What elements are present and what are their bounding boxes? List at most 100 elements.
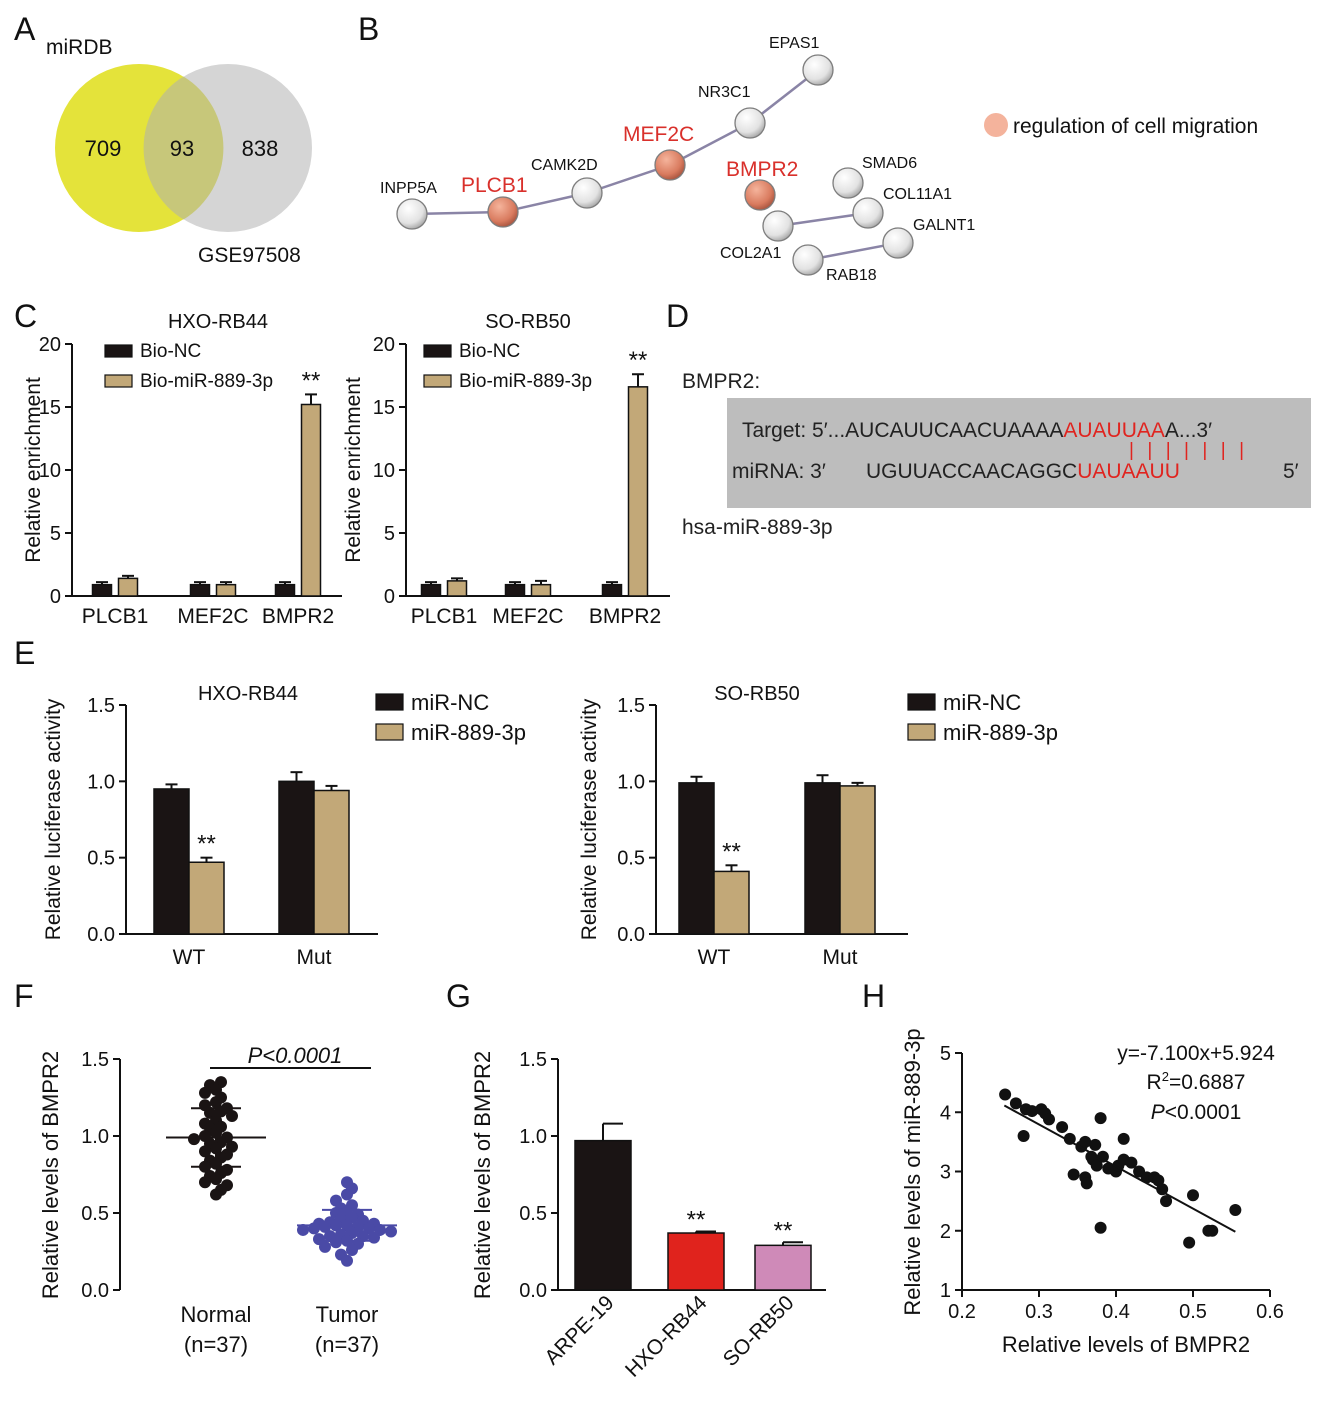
panel-letter-h: H xyxy=(862,978,885,1014)
x-tick-label: HXO-RB44 xyxy=(621,1291,712,1382)
x-tick-label: 0.4 xyxy=(1102,1301,1130,1323)
data-point xyxy=(1096,1150,1109,1163)
data-point xyxy=(308,1222,320,1235)
legend-swatch xyxy=(104,344,133,358)
data-point xyxy=(1125,1156,1138,1169)
node-label-bmpr2: BMPR2 xyxy=(726,158,798,181)
x-tick-label: MEF2C xyxy=(492,605,563,628)
significance-label: ** xyxy=(774,1217,793,1244)
data-point xyxy=(1056,1121,1069,1134)
node-nr3c1 xyxy=(734,107,766,139)
target-suffix: A...3′ xyxy=(1165,419,1212,442)
data-point xyxy=(199,1086,211,1099)
y-tick-label: 0.5 xyxy=(87,848,115,870)
x-tick-label: ARPE-19 xyxy=(540,1291,618,1369)
bar xyxy=(91,583,113,597)
data-point xyxy=(1067,1168,1080,1181)
node-inpp5a xyxy=(396,198,428,230)
bar xyxy=(153,788,190,935)
data-point xyxy=(341,1254,353,1267)
r-squared-prefix: R xyxy=(1147,1071,1162,1094)
data-point xyxy=(1026,1105,1039,1118)
significance-label: ** xyxy=(197,831,216,858)
r-squared-value: =0.6887 xyxy=(1169,1071,1246,1094)
target-site: AUAUUAA xyxy=(1063,419,1165,442)
p-value-label: P<0.0001 xyxy=(248,1043,343,1068)
y-tick-label: 0.5 xyxy=(519,1203,547,1225)
chart-c-hxo-rb44: 0 5 10 15 20 Relative enrichment HXO-RB44 PLCB1… xyxy=(22,311,342,628)
x-tick-label: SO-RB50 xyxy=(719,1291,799,1371)
panel-letter-c: C xyxy=(14,298,37,334)
data-point xyxy=(319,1240,331,1253)
legend-swatch xyxy=(423,344,452,358)
y-tick-label: 1.0 xyxy=(81,1126,109,1148)
venn-left-label: miRDB xyxy=(46,36,113,59)
node-label-col2a1: COL2A1 xyxy=(720,245,781,262)
bar xyxy=(215,583,237,597)
data-point xyxy=(1094,1221,1107,1234)
significance-label: ** xyxy=(687,1206,706,1233)
y-tick-label: 10 xyxy=(39,460,61,482)
data-point xyxy=(319,1220,331,1233)
x-tick-label: Normal xyxy=(181,1302,252,1327)
y-axis-label: Relative luciferase activity xyxy=(42,698,65,940)
y-tick-label: 1.5 xyxy=(81,1049,109,1071)
panel-letter-d: D xyxy=(666,298,689,334)
r-squared-superscript: 2 xyxy=(1162,1069,1169,1084)
data-point xyxy=(999,1088,1012,1101)
node-rab18 xyxy=(792,244,824,276)
y-tick-label: 1.5 xyxy=(617,695,645,717)
node-plcb1 xyxy=(487,196,519,228)
mirna-suffix: 5′ xyxy=(1283,460,1299,483)
node-label-galnt1: GALNT1 xyxy=(913,217,975,234)
venn-overlap-region xyxy=(143,76,224,220)
panel-letter-g: G xyxy=(446,978,471,1014)
data-point xyxy=(1079,1135,1092,1148)
data-point xyxy=(226,1109,238,1122)
bar xyxy=(667,1232,725,1291)
node-label-camk2d: CAMK2D xyxy=(531,157,598,174)
chart-f-dot-plot: 0.0 0.5 1.0 1.5 Relative levels of BMPR2 Norm… xyxy=(38,1043,397,1357)
legend-swatch xyxy=(907,693,936,711)
x-tick-label: MEF2C xyxy=(177,605,248,628)
mirna-prefix: miRNA: 3′ xyxy=(732,460,826,483)
y-tick-label: 1.5 xyxy=(519,1049,547,1071)
y-tick-label: 1.5 xyxy=(87,695,115,717)
bar xyxy=(504,583,526,597)
node-bmpr2 xyxy=(744,179,776,211)
base-pair-lines: | | | | | | | xyxy=(1129,440,1244,461)
y-axis-label: Relative enrichment xyxy=(22,377,45,563)
significance-label: ** xyxy=(302,367,321,394)
data-point xyxy=(1187,1189,1199,1202)
bar xyxy=(804,782,841,935)
x-tick-label-n: (n=37) xyxy=(184,1332,248,1357)
mirna-seq: UGUUACCAACAGGC xyxy=(866,460,1077,483)
y-tick-label: 20 xyxy=(39,334,61,356)
venn-left-only: 709 xyxy=(85,136,122,161)
data-point xyxy=(346,1243,358,1256)
y-tick-label: 5 xyxy=(384,523,395,545)
x-tick-label: BMPR2 xyxy=(589,605,661,628)
data-point xyxy=(297,1223,309,1236)
node-label-rab18: RAB18 xyxy=(826,267,877,284)
x-tick-label: WT xyxy=(173,946,206,969)
mirna-sequence: UGUUACCAACAGGCUAUAAUU xyxy=(866,460,1180,483)
significance-label: ** xyxy=(629,347,648,374)
venn-overlap-count: 93 xyxy=(170,136,194,161)
data-point xyxy=(210,1096,222,1109)
chart-h-correlation: 1 2 3 4 5 0.2 0.3 0.4 0.5 0.6 Relative levels of B… xyxy=(900,1028,1284,1357)
bar xyxy=(188,861,225,935)
panel-b: B xyxy=(358,11,1258,284)
data-point xyxy=(1009,1097,1022,1110)
legend-label: miR-889-3p xyxy=(943,720,1058,745)
y-axis-label: Relative luciferase activity xyxy=(578,698,601,940)
bar xyxy=(839,785,876,935)
bar xyxy=(189,583,211,597)
node-col11a1 xyxy=(852,197,884,229)
target-sequence: Target: 5′...AUCAUUCAACUAAAAAUAUUAAA...3… xyxy=(742,419,1212,442)
legend-swatch xyxy=(375,723,404,741)
binding-box xyxy=(727,398,1311,508)
data-point xyxy=(1094,1112,1107,1125)
x-tick-label: Mut xyxy=(822,946,857,969)
